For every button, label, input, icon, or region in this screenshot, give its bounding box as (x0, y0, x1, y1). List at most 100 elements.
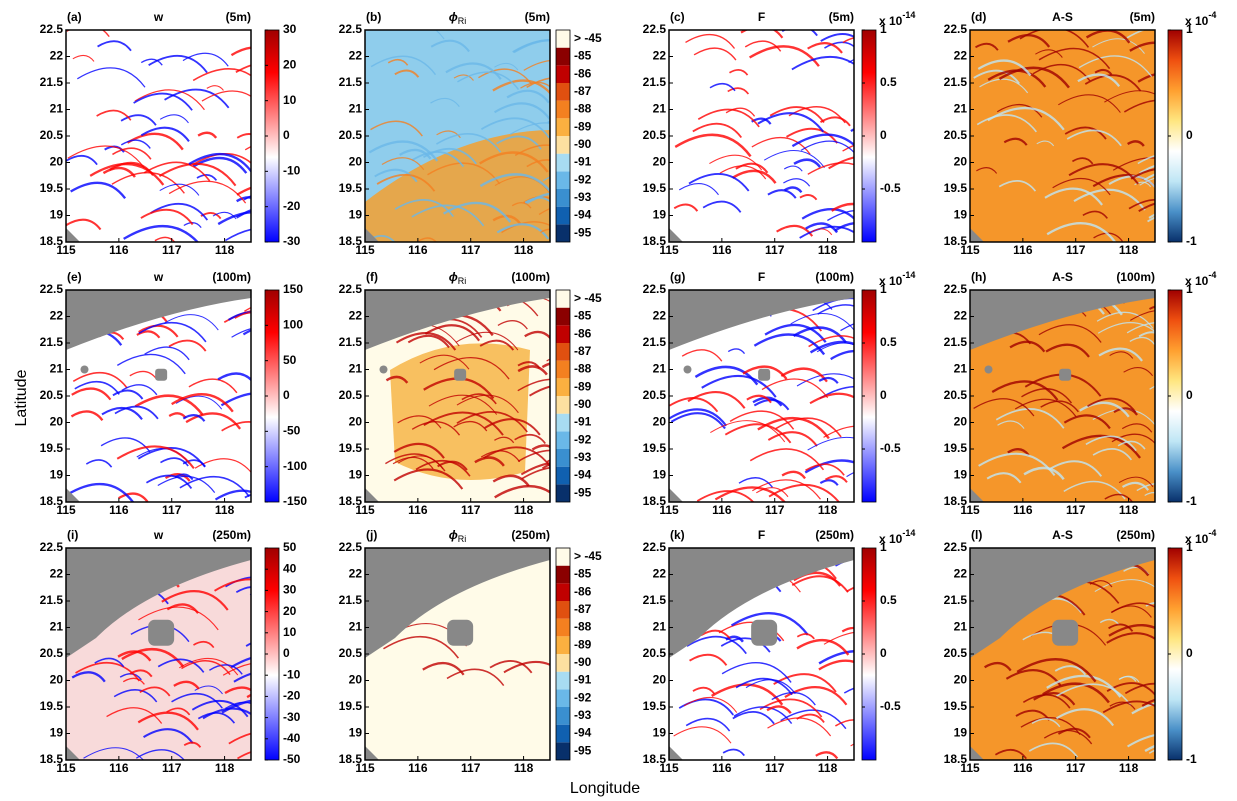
field-stroke (497, 320, 528, 330)
field-stroke (1087, 397, 1137, 413)
colorbar-scale-base: x 10 (1185, 532, 1209, 546)
field-stroke (1054, 665, 1087, 676)
field-stroke (97, 40, 132, 52)
field-stroke (494, 436, 515, 444)
field-stroke (112, 389, 144, 400)
y-tick-label: 20 (349, 155, 363, 169)
field-stroke (217, 372, 251, 382)
field-stroke (1148, 213, 1155, 219)
y-tick-label: 21.5 (643, 335, 667, 349)
field-stroke (1099, 618, 1120, 626)
field-stroke (479, 151, 549, 173)
field-texture (66, 548, 251, 760)
x-tick-label: 117 (461, 761, 481, 775)
x-tick-label: 117 (1066, 243, 1086, 257)
colorbar-scale-exp: -14 (902, 10, 915, 20)
field-stroke (120, 139, 151, 149)
field-stroke (157, 658, 205, 673)
field-stroke (1033, 692, 1076, 706)
colorbar-band (556, 65, 570, 83)
y-tick-label: 19.5 (339, 699, 363, 713)
field-stroke (1021, 388, 1073, 404)
colorbar-band (556, 189, 570, 207)
field-stroke (681, 349, 723, 362)
field-stroke (786, 127, 839, 144)
field-stroke (791, 56, 854, 71)
colorbar (265, 30, 279, 242)
field-stroke (496, 223, 550, 240)
x-tick-label: 115 (355, 243, 375, 257)
y-tick-label: 21 (954, 620, 968, 634)
colorbar-label: -91 (574, 155, 592, 169)
field-stroke (1113, 407, 1138, 416)
field-stroke (116, 445, 195, 469)
field-stroke (182, 459, 206, 468)
x-tick-label: 117 (162, 243, 182, 257)
y-tick-label: 21.5 (643, 75, 667, 89)
colorbar-label: -92 (574, 432, 592, 446)
x-tick-label: 118 (514, 503, 534, 517)
colorbar-scale-base: x 10 (1185, 274, 1209, 288)
colorbar-band (556, 118, 570, 136)
field-texture (970, 290, 1155, 502)
y-tick-label: 18.5 (643, 234, 667, 248)
field-stroke (231, 328, 251, 338)
field-stroke (424, 324, 481, 342)
colorbar-scale-exp: -14 (902, 528, 915, 538)
panel-label: (j) (366, 528, 377, 542)
colorbar-label: 50 (283, 353, 297, 367)
y-tick-label: 20 (954, 673, 968, 687)
y-tick-label: 21.5 (643, 593, 667, 607)
colorbar-frame (1167, 547, 1183, 761)
field-stroke (818, 650, 854, 665)
field-stroke (453, 74, 474, 81)
field-stroke (669, 397, 719, 413)
x-tick-label: 115 (355, 503, 375, 517)
panel-depth: (100m) (212, 270, 251, 284)
field-stroke (1071, 157, 1094, 165)
field-stroke (234, 311, 251, 319)
colorbar-label: 0 (283, 646, 290, 660)
colorbar-label: -94 (574, 468, 592, 482)
field-stroke (1109, 701, 1136, 710)
x-tick-label: 115 (960, 503, 980, 517)
field-stroke (1121, 481, 1150, 491)
colorbar-label: -92 (574, 690, 592, 704)
field-stroke (214, 489, 251, 501)
field-stroke (764, 323, 827, 343)
field-texture (365, 290, 550, 502)
y-tick-label: 22.5 (643, 22, 667, 36)
y-tick-label: 21 (50, 102, 64, 116)
colorbar-frame (1167, 289, 1183, 503)
colorbar-band (556, 224, 570, 242)
field-stroke (702, 200, 742, 213)
field-stroke (1038, 47, 1111, 70)
y-tick-label: 19 (653, 468, 667, 482)
field-stroke (1078, 55, 1153, 77)
y-tick-label: 21.5 (40, 75, 64, 89)
field-stroke (1035, 49, 1063, 58)
field-stroke (111, 171, 185, 194)
field-stroke (771, 692, 816, 706)
colorbar-label: -1 (1186, 752, 1197, 766)
field-stroke (121, 647, 185, 668)
y-tick-label: 19.5 (944, 181, 968, 195)
field-stroke (1057, 727, 1091, 739)
field-stroke (756, 487, 789, 498)
land (669, 746, 683, 760)
field-stroke (221, 421, 251, 432)
colorbar-scale-exp: -14 (902, 270, 915, 280)
field-stroke (66, 155, 98, 166)
y-tick-label: 22.5 (339, 282, 363, 296)
panel: 115 116 117 118 18.5 19 19.5 20 20.5 21 21.5 22 22.5… (40, 270, 308, 517)
panel-title-main: A-S (1052, 528, 1073, 542)
field-stroke (445, 62, 502, 80)
field-stroke (140, 208, 194, 226)
y-tick-label: 22.5 (40, 22, 64, 36)
field-texture (669, 548, 854, 760)
panel-depth: (5m) (525, 10, 550, 24)
field-stroke (526, 77, 550, 89)
field-stroke (997, 420, 1025, 429)
x-tick-label: 118 (215, 761, 235, 775)
field-stroke (998, 66, 1070, 89)
